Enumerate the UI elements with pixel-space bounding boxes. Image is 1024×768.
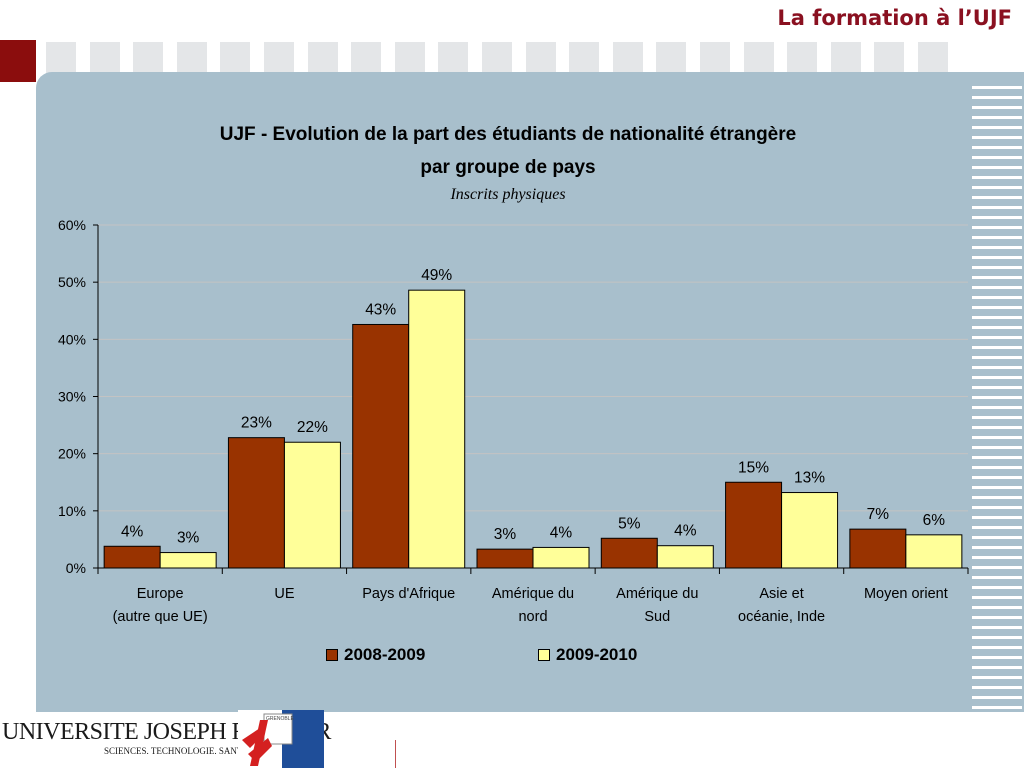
data-label: 3% (177, 530, 200, 547)
y-tick-label: 30% (58, 389, 86, 405)
bar-2008-2009 (725, 481, 783, 569)
footer-divider (395, 740, 396, 768)
category-label: Asie et (759, 586, 803, 602)
legend-swatch-2008-2009 (326, 649, 338, 661)
chart-title-line-1: UJF - Evolution de la part des étudiants… (219, 124, 797, 145)
data-label: 43% (365, 301, 396, 318)
data-label: 4% (550, 524, 573, 541)
bar-2009-2010 (656, 545, 714, 569)
data-label: 23% (241, 415, 272, 432)
data-label: 6% (923, 512, 946, 529)
chart-subtitle: Inscrits physiques (450, 186, 566, 203)
data-label: 3% (494, 526, 517, 543)
category-label: Moyen orient (864, 586, 948, 602)
legend-swatch-2009-2010 (538, 649, 550, 661)
category-label: océanie, Inde (738, 609, 825, 625)
data-label: 13% (794, 470, 825, 487)
y-tick-label: 20% (58, 446, 86, 462)
bar-2008-2009 (849, 528, 907, 569)
category-label: Amérique du (616, 586, 698, 602)
accent-square (0, 40, 36, 82)
legend-label-2009-2010: 2009-2010 (556, 645, 638, 664)
chart-title-line-2: par groupe de pays (420, 157, 596, 178)
decorative-stripes (972, 86, 1022, 756)
bar-2008-2009 (227, 437, 285, 569)
bar-2009-2010 (905, 534, 963, 569)
category-label: (autre que UE) (113, 609, 208, 625)
data-label: 7% (867, 506, 890, 523)
bar-2008-2009 (476, 548, 534, 569)
bar-2009-2010 (408, 289, 466, 569)
category-label: Pays d'Afrique (362, 586, 455, 602)
legend-label-2008-2009: 2008-2009 (344, 645, 426, 664)
category-label: Europe (137, 586, 184, 602)
bar-2009-2010 (781, 492, 839, 569)
data-label: 5% (618, 515, 641, 532)
svg-text:GRENOBLE: GRENOBLE (266, 716, 294, 722)
y-tick-label: 10% (58, 503, 86, 519)
y-tick-label: 50% (58, 274, 86, 290)
data-label: 4% (674, 523, 697, 540)
legend-item-2009-2010: 2009-2010 (538, 645, 637, 665)
university-logo-tagline: SCIENCES. TECHNOLOGIE. SANTÉ (104, 746, 248, 756)
y-tick-label: 0% (66, 560, 86, 576)
category-label: UE (274, 586, 294, 602)
bar-2008-2009 (352, 323, 410, 569)
data-label: 49% (421, 267, 452, 284)
university-logo-badge: GRENOBLE (238, 710, 324, 768)
y-tick-label: 60% (58, 217, 86, 233)
category-label: Amérique du (492, 586, 574, 602)
y-tick-label: 40% (58, 331, 86, 347)
bar-2009-2010 (283, 441, 341, 569)
data-label: 4% (121, 523, 144, 540)
category-label: nord (518, 609, 547, 625)
category-label: Sud (644, 609, 670, 625)
bar-2009-2010 (532, 546, 590, 569)
slide-header-title: La formation à l’UJF (777, 6, 1012, 30)
data-label: 22% (297, 419, 328, 436)
data-label: 15% (738, 459, 769, 476)
bar-2008-2009 (600, 537, 658, 569)
bar-2008-2009 (103, 545, 161, 569)
bar-2009-2010 (159, 552, 217, 569)
legend-item-2008-2009: 2008-2009 (326, 645, 425, 665)
